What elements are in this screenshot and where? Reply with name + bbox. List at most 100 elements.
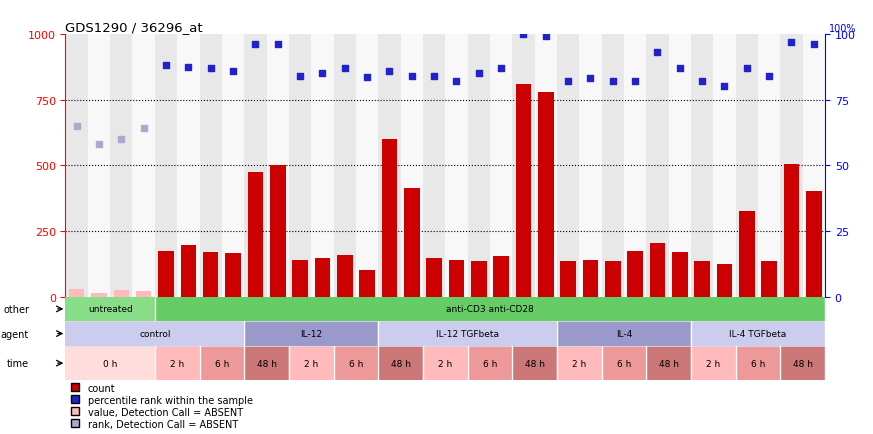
Bar: [780, 35, 802, 297]
Bar: [88, 35, 110, 297]
Bar: [113, 290, 129, 297]
Bar: [557, 35, 580, 297]
Text: GDS1290 / 36296_at: GDS1290 / 36296_at: [65, 20, 203, 33]
Bar: [155, 347, 200, 380]
Point: [360, 75, 374, 82]
Point: [182, 64, 196, 71]
Text: 48 h: 48 h: [793, 359, 813, 368]
Bar: [423, 347, 468, 380]
Bar: [337, 255, 353, 297]
Point: [471, 71, 485, 78]
Point: [517, 31, 531, 38]
Bar: [512, 35, 534, 297]
Bar: [270, 166, 285, 297]
Bar: [333, 347, 378, 380]
Point: [226, 68, 240, 75]
Point: [159, 62, 173, 69]
Point: [494, 66, 508, 72]
Bar: [691, 35, 713, 297]
Point: [718, 84, 732, 91]
Bar: [493, 256, 509, 297]
Legend: count, percentile rank within the sample, value, Detection Call = ABSENT, rank, : count, percentile rank within the sample…: [71, 383, 253, 429]
Bar: [378, 347, 423, 380]
Point: [695, 79, 709, 85]
Bar: [557, 347, 601, 380]
Point: [785, 39, 799, 46]
Bar: [177, 35, 200, 297]
Bar: [691, 322, 825, 345]
Bar: [248, 172, 263, 297]
Bar: [650, 243, 665, 297]
Point: [293, 73, 307, 80]
Bar: [222, 35, 244, 297]
Bar: [761, 262, 777, 297]
Bar: [426, 259, 442, 297]
Point: [315, 71, 329, 78]
Text: control: control: [139, 329, 170, 338]
Text: anti-CD3 anti-CD28: anti-CD3 anti-CD28: [446, 305, 533, 314]
Bar: [646, 35, 669, 297]
Point: [583, 76, 597, 83]
Bar: [471, 262, 486, 297]
Bar: [69, 289, 85, 297]
Bar: [181, 246, 196, 297]
Bar: [736, 35, 758, 297]
Bar: [512, 347, 557, 380]
Bar: [605, 262, 621, 297]
Bar: [780, 347, 825, 380]
Text: IL-4: IL-4: [615, 329, 632, 338]
Text: 2 h: 2 h: [572, 359, 587, 368]
Point: [203, 66, 217, 72]
Point: [673, 66, 687, 72]
Point: [271, 42, 285, 49]
Bar: [378, 322, 557, 345]
Point: [427, 73, 441, 80]
Bar: [404, 188, 420, 297]
Bar: [580, 35, 601, 297]
Bar: [669, 35, 691, 297]
Text: 6 h: 6 h: [751, 359, 765, 368]
Point: [450, 79, 464, 85]
Bar: [65, 322, 244, 345]
Text: time: time: [7, 358, 29, 368]
Point: [405, 73, 419, 80]
Bar: [802, 35, 825, 297]
Bar: [713, 35, 736, 297]
Point: [92, 141, 106, 148]
Bar: [445, 35, 468, 297]
Bar: [694, 262, 710, 297]
Bar: [333, 35, 356, 297]
Point: [539, 34, 553, 41]
Point: [739, 66, 753, 72]
Bar: [490, 35, 512, 297]
Text: untreated: untreated: [88, 305, 133, 314]
Bar: [289, 35, 311, 297]
Bar: [534, 35, 557, 297]
Bar: [200, 35, 222, 297]
Bar: [158, 251, 174, 297]
Bar: [468, 347, 512, 380]
Bar: [203, 252, 218, 297]
Text: 100%: 100%: [828, 24, 856, 34]
Bar: [691, 347, 736, 380]
Bar: [311, 35, 333, 297]
Bar: [449, 260, 464, 297]
Point: [807, 42, 821, 49]
Bar: [401, 35, 423, 297]
Point: [561, 79, 575, 85]
Text: 2 h: 2 h: [170, 359, 184, 368]
Bar: [225, 253, 241, 297]
Point: [382, 68, 396, 75]
Point: [70, 123, 84, 130]
Bar: [292, 260, 308, 297]
Text: 6 h: 6 h: [616, 359, 631, 368]
Bar: [468, 35, 490, 297]
Text: 48 h: 48 h: [257, 359, 277, 368]
Bar: [266, 35, 289, 297]
Bar: [244, 35, 266, 297]
Bar: [739, 212, 754, 297]
Text: 48 h: 48 h: [390, 359, 410, 368]
Bar: [560, 262, 576, 297]
Bar: [601, 347, 646, 380]
Bar: [289, 347, 333, 380]
